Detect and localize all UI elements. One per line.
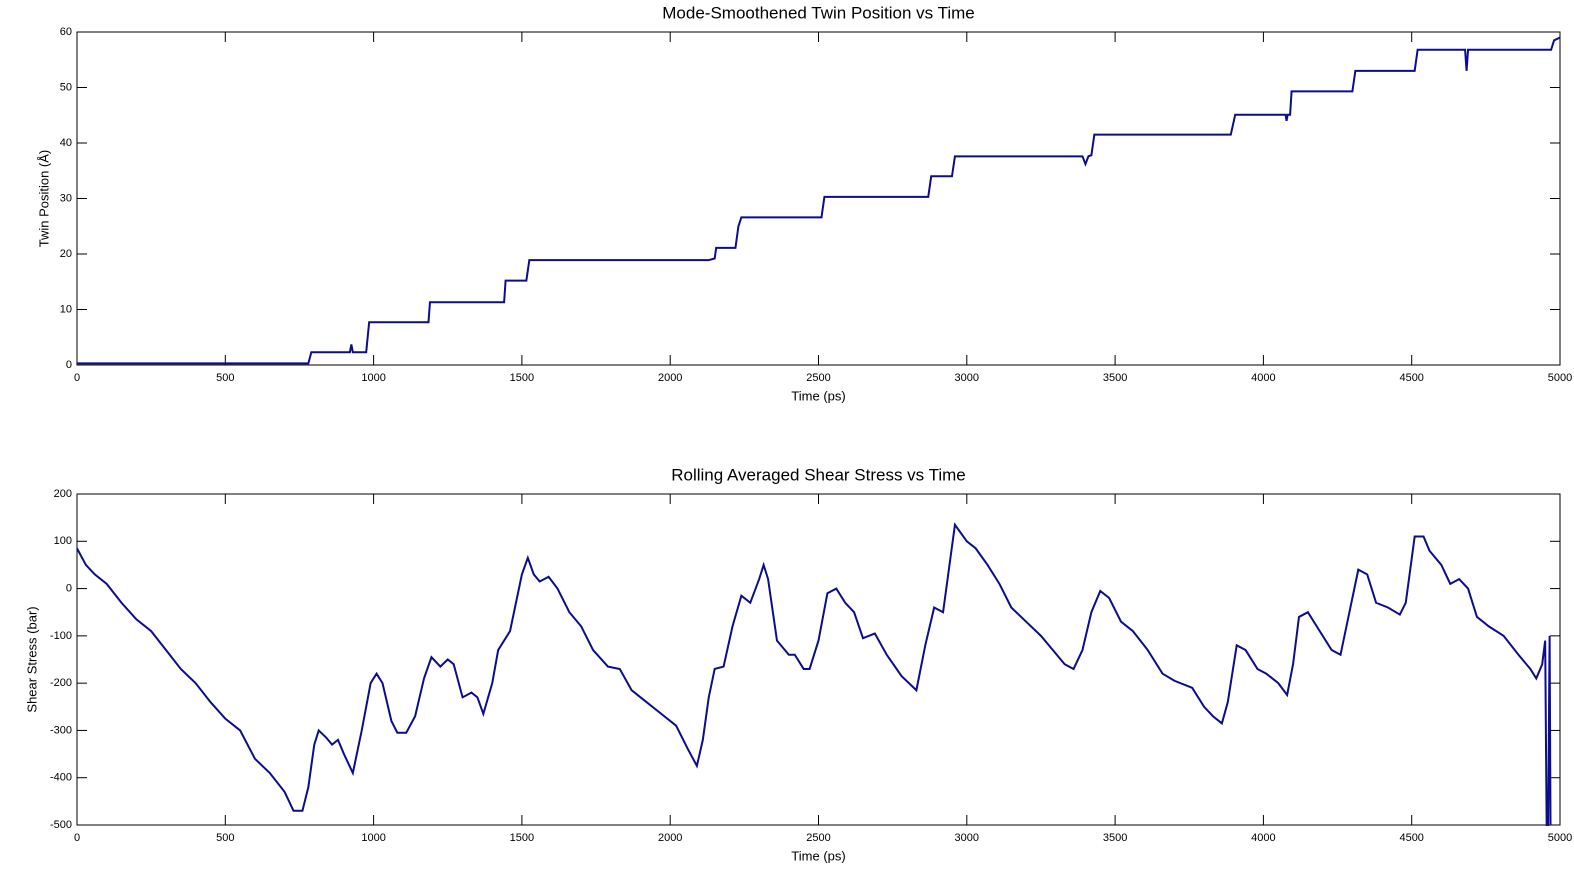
- x-tick-label: 5000: [1548, 832, 1572, 844]
- y-tick-label: 0: [66, 359, 72, 371]
- x-tick-label: 2000: [658, 832, 682, 844]
- plot-area: [76, 493, 1561, 826]
- x-tick-label: 3500: [1103, 832, 1127, 844]
- x-axis-label: Time (ps): [791, 388, 845, 403]
- y-tick-label: 50: [60, 81, 72, 93]
- y-tick-label: 200: [54, 488, 72, 500]
- y-axis-label: Shear Stress (bar): [24, 606, 39, 712]
- y-tick-label: 60: [60, 26, 72, 38]
- x-tick-label: 4500: [1399, 832, 1423, 844]
- y-tick-label: 10: [60, 303, 72, 315]
- x-axis-label: Time (ps): [791, 848, 845, 863]
- y-tick-label: -300: [50, 724, 72, 736]
- x-tick-label: 4000: [1251, 372, 1275, 384]
- y-tick-label: 30: [60, 192, 72, 204]
- x-tick-label: 4500: [1399, 372, 1423, 384]
- y-tick-label: -400: [50, 772, 72, 784]
- x-tick-label: 500: [216, 372, 234, 384]
- x-tick-label: 1500: [510, 832, 534, 844]
- plot-area: [76, 31, 1561, 366]
- data-line: [76, 522, 1552, 826]
- x-tick-label: 0: [74, 372, 80, 384]
- chart-title: Rolling Averaged Shear Stress vs Time: [671, 465, 966, 484]
- y-tick-label: 40: [60, 137, 72, 149]
- x-tick-label: 1000: [361, 372, 385, 384]
- x-tick-label: 1000: [361, 832, 385, 844]
- y-tick-label: -500: [50, 819, 72, 831]
- x-tick-label: 0: [74, 832, 80, 844]
- chart-title: Mode-Smoothened Twin Position vs Time: [662, 3, 974, 22]
- y-tick-label: -200: [50, 677, 72, 689]
- data-line: [77, 36, 1561, 365]
- y-tick-label: -100: [50, 630, 72, 642]
- x-tick-label: 3000: [955, 372, 979, 384]
- x-tick-label: 2000: [658, 372, 682, 384]
- y-tick-label: 20: [60, 248, 72, 260]
- y-tick-label: 100: [54, 535, 72, 547]
- y-axis-label: Twin Position (Å): [36, 150, 51, 248]
- x-tick-label: 2500: [806, 832, 830, 844]
- x-tick-label: 5000: [1548, 372, 1572, 384]
- x-tick-label: 2500: [806, 372, 830, 384]
- x-tick-label: 500: [216, 832, 234, 844]
- x-tick-label: 3000: [955, 832, 979, 844]
- y-tick-label: 0: [66, 582, 72, 594]
- x-tick-label: 4000: [1251, 832, 1275, 844]
- x-tick-label: 3500: [1103, 372, 1127, 384]
- x-tick-label: 1500: [510, 372, 534, 384]
